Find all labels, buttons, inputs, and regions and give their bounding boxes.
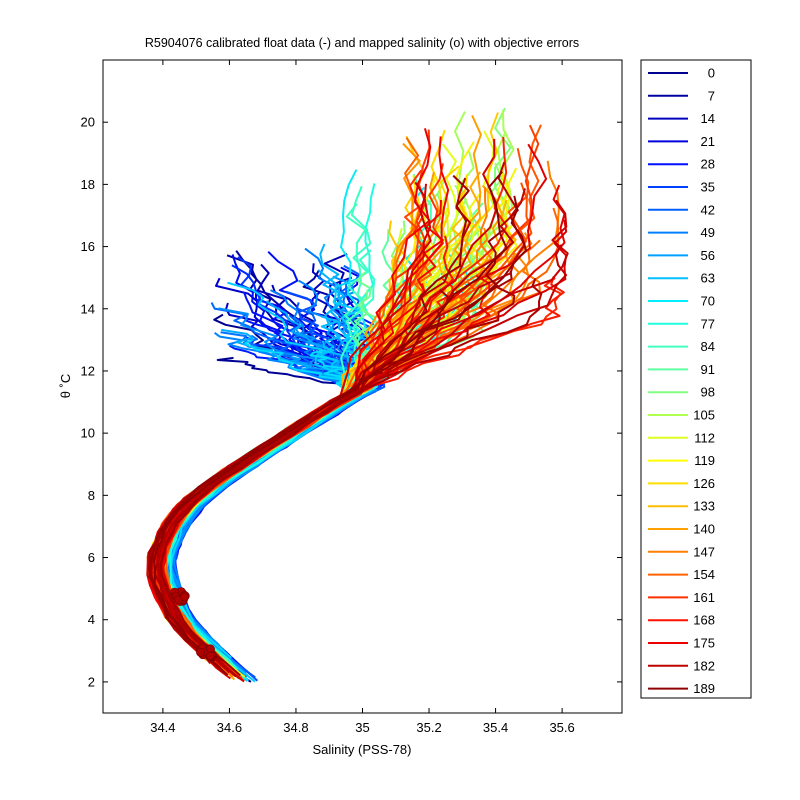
y-tick-label: 14 (81, 301, 95, 316)
legend-label: 154 (693, 567, 715, 582)
legend-entry: 70 (648, 294, 715, 309)
legend: 0 7 14 21 28 35 42 49 56 63 70 77 84 91 98 105 112 119 126… (640, 59, 752, 699)
legend-entry: 189 (648, 681, 715, 696)
profile-line (150, 288, 449, 641)
legend-label: 63 (701, 271, 715, 286)
x-tick-label: 34.4 (150, 720, 175, 735)
legend-label: 84 (701, 339, 715, 354)
legend-entry: 126 (648, 476, 715, 491)
x-tick-label: 35.6 (549, 720, 574, 735)
x-axis: 34.4 34.6 34.8 35 35.2 35.4 35.6 (150, 60, 575, 735)
legend-entry: 84 (648, 339, 715, 354)
legend-label: 119 (694, 453, 715, 468)
y-axis-label: θ ˚C (58, 374, 73, 399)
y-tick-label: 12 (81, 363, 95, 378)
legend-label: 77 (701, 316, 715, 331)
profile-line (153, 277, 543, 650)
legend-label: 168 (693, 613, 715, 628)
legend-entry: 112 (648, 430, 715, 445)
legend-label: 14 (701, 111, 715, 126)
legend-entry: 21 (648, 134, 715, 149)
legend-label: 0 (708, 66, 715, 81)
legend-entry: 28 (648, 157, 715, 172)
legend-entry: 98 (648, 385, 715, 400)
legend-label: 35 (701, 180, 715, 195)
legend-label: 98 (701, 385, 715, 400)
legend-entry: 63 (648, 271, 715, 286)
legend-label: 21 (701, 134, 715, 149)
legend-entry: 140 (648, 522, 715, 537)
legend-entry: 175 (648, 636, 715, 651)
legend-label: 189 (693, 681, 715, 696)
legend-label: 161 (693, 590, 715, 605)
legend-entry: 49 (648, 225, 715, 240)
legend-entry: 35 (648, 180, 715, 195)
y-tick-label: 16 (81, 239, 95, 254)
y-tick-label: 2 (88, 674, 95, 689)
legend-label: 91 (701, 362, 715, 377)
legend-label: 49 (701, 225, 715, 240)
legend-entry: 77 (648, 316, 715, 331)
mapped-salinity-marker (205, 651, 215, 661)
legend-label: 182 (693, 658, 715, 673)
legend-box (640, 59, 752, 699)
legend-label: 175 (693, 636, 715, 651)
legend-entry: 154 (648, 567, 715, 582)
x-tick-label: 35.2 (416, 720, 441, 735)
legend-label: 133 (693, 499, 715, 514)
legend-entry: 7 (648, 88, 715, 103)
y-tick-label: 20 (81, 115, 95, 130)
legend-entry: 91 (648, 362, 715, 377)
y-tick-label: 8 (88, 488, 95, 503)
legend-entry: 14 (648, 111, 715, 126)
legend-label: 70 (701, 294, 715, 309)
chart-title: R5904076 calibrated float data (-) and m… (145, 36, 579, 50)
legend-entry: 42 (648, 202, 715, 217)
x-axis-label: Salinity (PSS-78) (313, 742, 412, 757)
profile-line (153, 170, 508, 650)
mapped-salinity-marker (180, 592, 189, 602)
y-tick-label: 18 (81, 177, 95, 192)
x-tick-label: 34.8 (283, 720, 308, 735)
legend-entry: 105 (648, 408, 715, 423)
legend-entry: 147 (648, 544, 715, 559)
legend-label: 56 (701, 248, 715, 263)
x-tick-label: 34.6 (217, 720, 242, 735)
y-tick-label: 6 (88, 550, 95, 565)
legend-entry: 168 (648, 613, 715, 628)
plot-area: 34.4 34.6 34.8 35 35.2 35.4 35.6 2 4 6 8 10 12 14 16 1… (81, 59, 623, 735)
legend-entry: 182 (648, 658, 715, 673)
legend-label: 42 (701, 202, 715, 217)
legend-entry: 56 (648, 248, 715, 263)
mapped-salinity-markers (169, 587, 218, 662)
mapped-salinity-marker (205, 644, 215, 654)
profile-lines (146, 107, 569, 683)
legend-entry: 161 (648, 590, 715, 605)
legend-entry: 119 (648, 453, 715, 468)
y-tick-label: 10 (81, 426, 95, 441)
legend-label: 147 (693, 544, 715, 559)
y-axis: 2 4 6 8 10 12 14 16 18 20 (81, 115, 622, 689)
legend-label: 112 (694, 430, 715, 445)
legend-label: 126 (693, 476, 715, 491)
legend-label: 105 (693, 408, 715, 423)
legend-label: 28 (701, 157, 715, 172)
profile-line (159, 174, 470, 677)
legend-label: 7 (708, 88, 715, 103)
y-tick-label: 4 (88, 612, 95, 627)
legend-entry: 133 (648, 499, 715, 514)
legend-label: 140 (693, 522, 715, 537)
legend-entry: 0 (648, 66, 715, 81)
mapped-salinity-marker (196, 647, 205, 657)
x-tick-label: 35 (355, 720, 369, 735)
x-tick-label: 35.4 (483, 720, 508, 735)
